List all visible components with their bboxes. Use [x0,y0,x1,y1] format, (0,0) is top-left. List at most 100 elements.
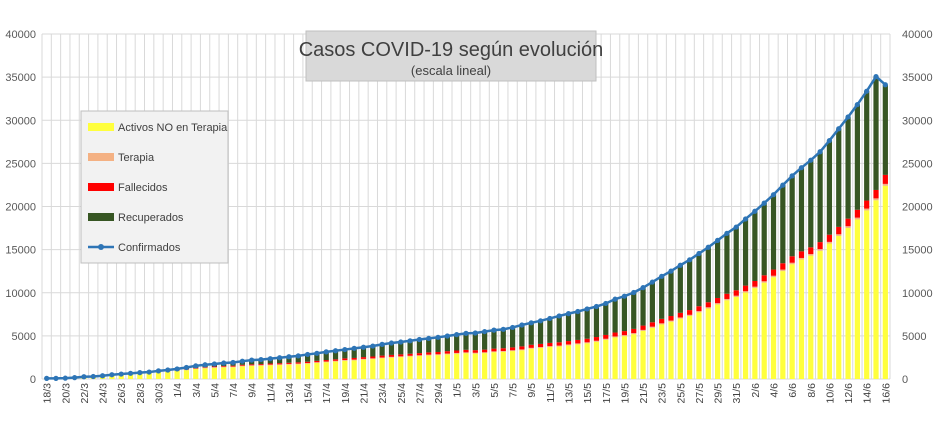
point-confirmados [612,296,618,302]
bar-terapia [668,320,674,322]
bar-fallecidos [388,354,395,357]
bar-activos [444,354,450,379]
bar-fallecidos [202,367,208,368]
bar-fallecidos [705,302,711,308]
bar-fallecidos [239,364,245,366]
x-tick-label: 5/5 [489,383,501,398]
point-confirmados [174,366,180,372]
bar-recuperados [370,346,376,357]
bar-terapia [808,254,814,256]
point-confirmados [304,351,311,358]
point-confirmados [565,311,572,317]
bar-fallecidos [314,360,320,363]
bar-fallecidos [621,331,628,336]
point-confirmados [519,322,525,328]
bar-fallecidos [463,349,469,353]
x-tick-label: 21/5 [638,383,650,404]
bar-activos [286,364,292,379]
point-confirmados [379,341,385,347]
bar-fallecidos [612,332,618,337]
bar-terapia [649,326,655,328]
bar-activos [314,362,320,379]
point-confirmados [323,349,329,355]
bar-activos [239,366,245,379]
bar-activos [593,341,600,379]
bar-activos [584,343,590,379]
point-confirmados [621,293,628,299]
point-confirmados [109,372,115,378]
bar-fallecidos [826,234,833,242]
bar-layer [44,76,888,379]
point-confirmados [789,173,795,179]
x-tick-label: 17/5 [601,383,613,404]
bar-recuperados [836,128,842,227]
bar-activos [211,367,218,379]
bar-fallecidos [323,360,329,362]
bar-activos [277,365,283,379]
point-confirmados [836,126,842,132]
bar-terapia [724,298,730,301]
x-tick-label: 19/4 [340,383,352,404]
x-tick-label: 11/4 [265,383,277,403]
bar-activos [724,300,730,379]
bar-terapia [388,356,395,358]
bar-fallecidos [472,350,478,353]
point-confirmados [761,200,767,206]
y-axis-right: 0 5000 10000 15000 20000 25000 30000 35000 40000 [902,29,933,386]
x-tick-label: 27/4 [414,383,426,404]
point-confirmados [808,157,814,163]
point-confirmados [62,375,68,381]
x-tick-label: 30/3 [153,383,165,404]
point-confirmados [286,354,292,360]
bar-terapia [547,346,553,348]
bar-fallecidos [780,263,786,270]
y-tick-label-right: 30000 [902,115,933,127]
bar-activos [491,352,497,379]
bar-recuperados [705,247,711,303]
point-confirmados [193,363,199,369]
point-confirmados [360,344,367,350]
bar-terapia [211,367,218,368]
bar-recuperados [593,306,600,338]
x-tick-label: 29/5 [713,383,725,404]
bar-fallecidos [304,361,311,364]
point-confirmados [239,358,245,364]
bar-terapia [351,359,357,361]
bar-terapia [370,358,376,360]
legend-label: Confirmados [118,242,181,254]
bar-recuperados [752,211,758,281]
point-confirmados [649,279,655,285]
bar-terapia [761,281,767,283]
bar-activos [193,369,199,379]
point-confirmados [826,137,833,144]
bar-fallecidos [528,344,534,348]
bar-recuperados [584,308,590,339]
bar-terapia [314,362,320,363]
bar-terapia [230,366,236,368]
bar-fallecidos [454,350,460,353]
point-confirmados [211,361,217,367]
bar-recuperados [668,271,674,317]
bar-activos [183,370,190,379]
bar-activos [612,337,618,379]
point-confirmados [509,324,516,331]
x-tick-label: 14/6 [862,383,874,404]
point-confirmados [556,313,562,319]
bar-activos [137,373,143,379]
bar-activos [687,316,693,379]
bar-terapia [360,358,367,360]
bar-recuperados [556,315,562,343]
point-confirmados [426,335,432,342]
bar-fallecidos [714,297,721,304]
bar-fallecidos [770,269,777,276]
bar-fallecidos [537,343,544,348]
bar-fallecidos [659,318,665,324]
point-confirmados [528,320,534,326]
x-tick-label: 26/3 [116,383,128,404]
title-background [305,30,597,82]
bar-activos [547,347,553,379]
bar-activos [696,312,702,379]
point-confirmados [659,273,665,279]
bar-activos [454,353,460,379]
